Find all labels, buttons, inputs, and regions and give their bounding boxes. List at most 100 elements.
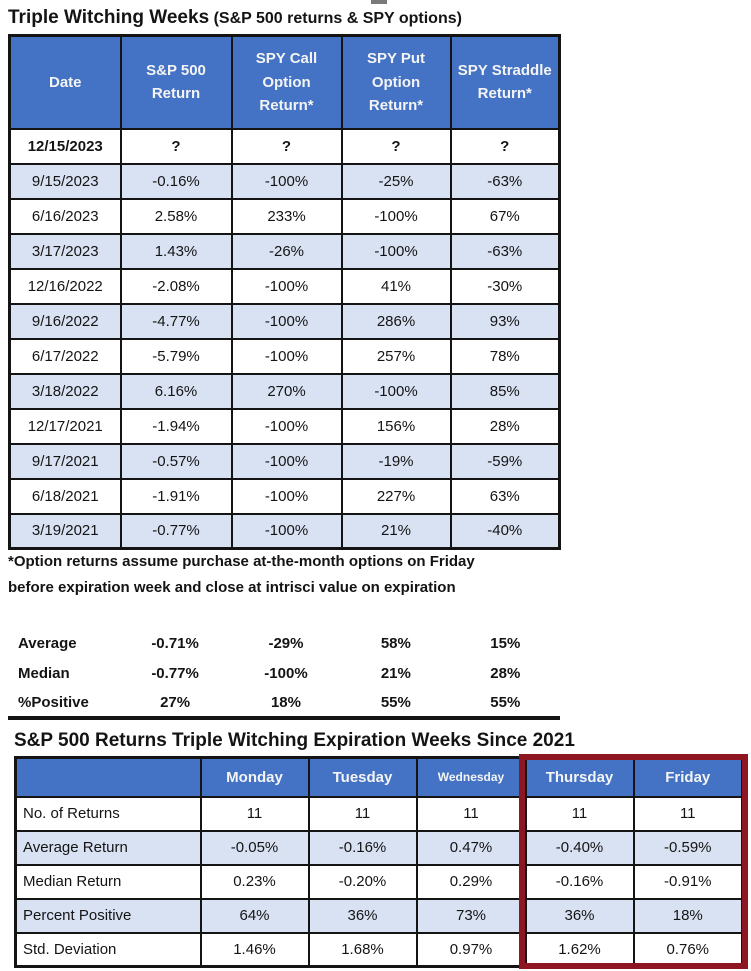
date-cell: 3/17/2023 xyxy=(8,232,122,270)
column-header-monday: Monday xyxy=(199,756,310,798)
date-cell: 3/19/2021 xyxy=(8,512,122,550)
value-cell: 270% xyxy=(230,372,343,410)
summary-value: -0.77% xyxy=(151,664,199,682)
value-cell: 6.16% xyxy=(119,372,233,410)
column-header-thursday: Thursday xyxy=(524,756,635,798)
value-cell: -1.94% xyxy=(119,407,233,445)
value-cell: -100% xyxy=(230,267,343,305)
table-row: 12/17/2021 -1.94% -100% 156% 28% xyxy=(8,407,561,445)
column-header-call-return: SPY Call Option Return* xyxy=(230,34,343,130)
value-cell: 64% xyxy=(199,897,310,934)
value-cell: -100% xyxy=(230,407,343,445)
value-cell: -0.16% xyxy=(307,829,418,866)
value-cell: 85% xyxy=(449,372,561,410)
screenshot-artifact xyxy=(371,0,387,4)
value-cell: -2.08% xyxy=(119,267,233,305)
value-cell: -4.77% xyxy=(119,302,233,340)
value-cell: 1.43% xyxy=(119,232,233,270)
table1-title: Triple Witching Weeks (S&P 500 returns &… xyxy=(8,7,462,29)
table-row: 12/15/2023???? xyxy=(8,127,561,165)
value-cell: -63% xyxy=(449,232,561,270)
column-header-empty xyxy=(14,756,202,798)
summary-value: 28% xyxy=(490,664,521,682)
value-cell: -0.57% xyxy=(119,442,233,480)
value-cell: -0.05% xyxy=(199,829,310,866)
value-cell: 0.47% xyxy=(415,829,527,866)
column-header-tuesday: Tuesday xyxy=(307,756,418,798)
value-cell: -100% xyxy=(230,442,343,480)
summary-row: Median -0.77% -100% 21% 28% xyxy=(8,658,560,688)
table1-body: 12/15/2023???? 9/15/2023 -0.16% -100% -25% -6… xyxy=(8,127,561,550)
column-header-put-return: SPY Put Option Return* xyxy=(340,34,452,130)
triple-witching-table: Date S&P 500 Return SPY Call Option Retu… xyxy=(8,34,561,550)
table-row: 6/16/2023 2.58% 233% -100% 67% xyxy=(8,197,561,235)
value-cell: 1.46% xyxy=(199,931,310,968)
summary-value: 55% xyxy=(490,693,521,711)
table-row: No. of Returns 11 11 11 11 11 xyxy=(14,795,744,832)
row-label: Std. Deviation xyxy=(14,931,202,968)
summary-value: 55% xyxy=(380,693,411,711)
table-row: 6/17/2022 -5.79% -100% 257% 78% xyxy=(8,337,561,375)
value-cell: ? xyxy=(230,127,343,165)
table-row: 3/19/2021 -0.77% -100% 21% -40% xyxy=(8,512,561,550)
value-cell: 0.23% xyxy=(199,863,310,900)
row-label: Median Return xyxy=(14,863,202,900)
table-row: 3/17/2023 1.43% -26% -100% -63% xyxy=(8,232,561,270)
value-cell: 1.68% xyxy=(307,931,418,968)
summary-value: 21% xyxy=(380,664,411,682)
value-cell: 233% xyxy=(230,197,343,235)
value-cell: 73% xyxy=(415,897,527,934)
date-cell: 9/16/2022 xyxy=(8,302,122,340)
summary-value: -0.71% xyxy=(151,634,199,652)
table-row: 6/18/2021 -1.91% -100% 227% 63% xyxy=(8,477,561,515)
value-cell: -0.77% xyxy=(119,512,233,550)
value-cell: 156% xyxy=(340,407,452,445)
value-cell: -0.20% xyxy=(307,863,418,900)
option-returns-footnote: *Option returns assume purchase at-the-m… xyxy=(8,549,475,601)
table1-title-main: Triple Witching Weeks xyxy=(8,7,210,28)
value-cell: -100% xyxy=(340,372,452,410)
column-header-friday: Friday xyxy=(632,756,744,798)
table2-header-row: Monday Tuesday Wednesday Thursday Friday xyxy=(14,756,744,798)
table2-body: No. of Returns 11 11 11 11 11 Average Return -0… xyxy=(14,795,744,968)
value-cell: -59% xyxy=(449,442,561,480)
weekday-table-wrapper: Monday Tuesday Wednesday Thursday Friday… xyxy=(14,754,751,969)
value-cell: -100% xyxy=(340,197,452,235)
value-cell: 93% xyxy=(449,302,561,340)
value-cell: -100% xyxy=(230,337,343,375)
table-row: Average Return -0.05% -0.16% 0.47% -0.40% -0.… xyxy=(14,829,744,866)
value-cell: 257% xyxy=(340,337,452,375)
value-cell: 36% xyxy=(524,897,635,934)
summary-value: 27% xyxy=(160,693,191,711)
value-cell: 11 xyxy=(307,795,418,832)
table2-title: S&P 500 Returns Triple Witching Expirati… xyxy=(14,730,575,751)
table1-title-sub: (S&P 500 returns & SPY options) xyxy=(213,10,462,27)
column-header-sp500-return: S&P 500 Return xyxy=(119,34,233,130)
table-row: 9/16/2022 -4.77% -100% 286% 93% xyxy=(8,302,561,340)
summary-value: 18% xyxy=(270,693,301,711)
summary-label: %Positive xyxy=(18,693,89,711)
value-cell: -0.16% xyxy=(119,162,233,200)
value-cell: -26% xyxy=(230,232,343,270)
value-cell: 0.76% xyxy=(632,931,744,968)
table-row: 3/18/2022 6.16% 270% -100% 85% xyxy=(8,372,561,410)
row-label: Average Return xyxy=(14,829,202,866)
value-cell: 11 xyxy=(632,795,744,832)
summary-value: 15% xyxy=(490,634,521,652)
value-cell: 2.58% xyxy=(119,197,233,235)
summary-body: Average -0.71% -29% 58% 15% Median -0.77% -100%… xyxy=(8,628,560,718)
table-row: Median Return 0.23% -0.20% 0.29% -0.16% -0.91… xyxy=(14,863,744,900)
footnote-line-2: before expiration week and close at intr… xyxy=(8,579,456,596)
value-cell: 18% xyxy=(632,897,744,934)
value-cell: 0.97% xyxy=(415,931,527,968)
summary-row: Average -0.71% -29% 58% 15% xyxy=(8,628,560,658)
value-cell: -1.91% xyxy=(119,477,233,515)
date-cell: 3/18/2022 xyxy=(8,372,122,410)
date-cell: 9/17/2021 xyxy=(8,442,122,480)
value-cell: -0.91% xyxy=(632,863,744,900)
column-header-date: Date xyxy=(8,34,122,130)
column-header-wednesday: Wednesday xyxy=(415,756,527,798)
value-cell: -100% xyxy=(230,512,343,550)
value-cell: -0.16% xyxy=(524,863,635,900)
value-cell: 11 xyxy=(524,795,635,832)
